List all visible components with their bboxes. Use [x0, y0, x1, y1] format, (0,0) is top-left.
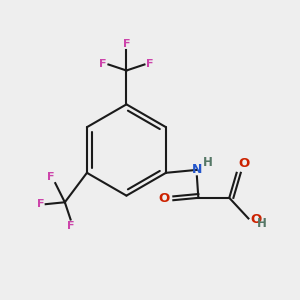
Text: O: O	[238, 158, 250, 170]
Text: N: N	[192, 164, 202, 176]
Text: F: F	[67, 221, 74, 231]
Text: F: F	[123, 39, 130, 49]
Text: F: F	[100, 59, 107, 70]
Text: F: F	[146, 59, 153, 70]
Text: O: O	[250, 213, 261, 226]
Text: O: O	[158, 192, 170, 205]
Text: H: H	[203, 156, 213, 169]
Text: F: F	[47, 172, 54, 182]
Text: F: F	[37, 199, 44, 209]
Text: H: H	[257, 217, 267, 230]
